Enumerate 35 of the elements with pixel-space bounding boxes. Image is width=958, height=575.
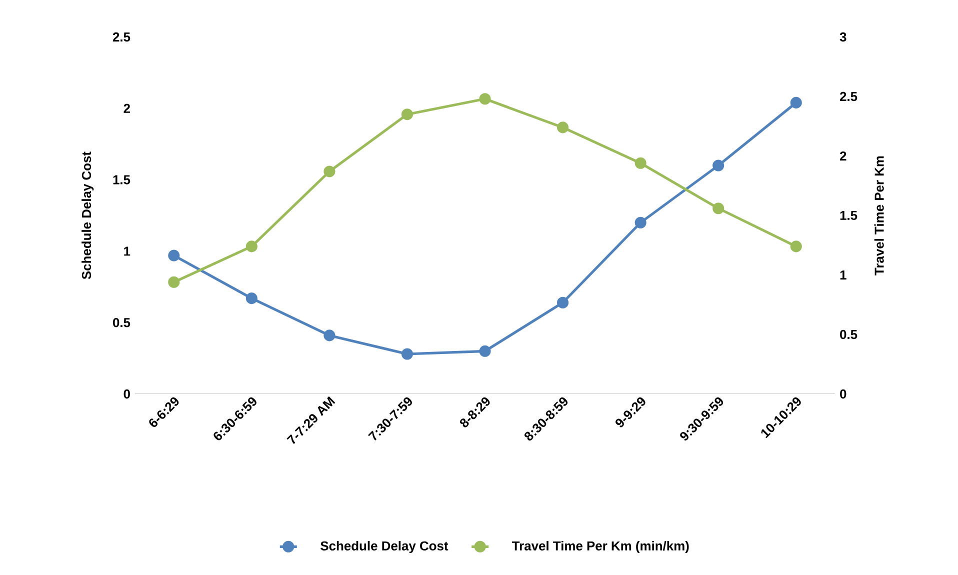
point [790,240,802,252]
legend-label: Travel Time Per Km (min/km) [512,540,689,554]
point [324,166,336,178]
y2-tick-label: 0.5 [840,330,858,340]
y-tick-label: 2.5 [112,32,130,42]
y-tick-label: 1 [124,246,130,256]
y-tick-label: 2 [124,104,130,113]
legend-label: Schedule Delay Cost [320,540,448,554]
point [401,348,413,360]
point [168,250,180,262]
y2-tick-label: 2.5 [840,92,858,102]
point [168,276,180,288]
point [246,292,258,304]
point [557,122,569,134]
point [246,240,258,252]
point [712,160,724,172]
point [634,216,646,228]
y2-tick-label: 1 [840,270,846,280]
y2-tick-label: 2 [840,151,846,161]
point [401,108,413,120]
y2-axis-title: Travel Time Per Km [874,156,884,276]
y-tick-label: 0 [124,389,130,399]
point [634,157,646,169]
y2-tick-label: 0 [840,389,846,399]
point [557,296,569,308]
point [324,330,336,342]
y2-tick-label: 3 [840,32,846,42]
point [479,93,491,105]
point [790,96,802,108]
y-tick-label: 0.5 [112,318,130,328]
point [712,202,724,214]
point [479,345,491,357]
y-tick-label: 1.5 [113,175,130,184]
y-axis-title: Schedule Delay Cost [82,152,94,280]
y2-tick-label: 1.5 [840,210,858,220]
